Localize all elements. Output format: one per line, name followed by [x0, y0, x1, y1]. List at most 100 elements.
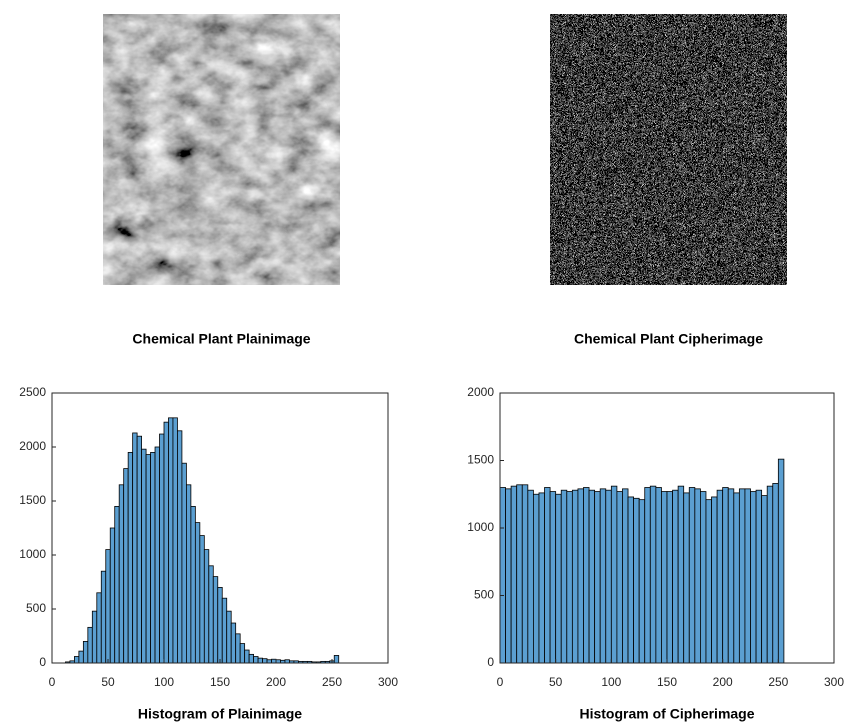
bar [235, 633, 241, 664]
x-tick-label: 200 [713, 675, 733, 689]
bar [638, 499, 646, 664]
y-tick-label: 1000 [19, 547, 46, 561]
bar [605, 489, 612, 664]
y-tick-label: 1500 [467, 453, 494, 467]
bar [655, 487, 662, 664]
bar [694, 488, 701, 664]
bar [616, 491, 623, 664]
x-tick-label: 50 [101, 675, 115, 689]
bar [649, 485, 657, 664]
bar [78, 650, 84, 664]
bar [271, 658, 277, 664]
bar [208, 565, 214, 664]
bar [203, 549, 210, 664]
y-tick-label: 500 [26, 601, 46, 615]
bar [100, 570, 107, 664]
bar [333, 655, 340, 664]
y-tick-label: 1500 [19, 493, 46, 507]
bar [544, 487, 551, 664]
y-tick-label: 2000 [19, 439, 46, 453]
bar [627, 496, 634, 664]
bar [594, 491, 601, 664]
bar [136, 435, 142, 664]
bar [177, 430, 183, 664]
x-tick-label: 250 [768, 675, 788, 689]
bar [185, 484, 192, 664]
bar [588, 489, 596, 664]
bar [118, 484, 125, 664]
bar [217, 587, 223, 664]
y-tick-label: 2000 [467, 385, 494, 399]
y-tick-label: 1000 [467, 520, 494, 534]
bar [505, 488, 512, 664]
bar [521, 484, 529, 664]
bar [755, 489, 763, 664]
bar [622, 488, 629, 664]
bar [750, 491, 757, 664]
bar [190, 505, 196, 664]
bar [132, 432, 138, 664]
x-tick-label: 0 [49, 675, 56, 689]
x-tick-label: 50 [549, 675, 563, 689]
bar [661, 491, 668, 664]
bar [105, 549, 111, 664]
x-tick-label: 200 [266, 675, 286, 689]
bar [253, 656, 259, 664]
bar [716, 489, 724, 664]
bar [163, 421, 169, 664]
bar [230, 622, 237, 664]
x-tick-label: 0 [497, 675, 504, 689]
bar [533, 493, 540, 664]
bar [571, 489, 579, 664]
bar [644, 487, 651, 664]
image-title: Chemical Plant Plainimage [132, 331, 310, 347]
bar [577, 488, 584, 664]
bar [666, 491, 673, 664]
y-tick-label: 500 [474, 588, 494, 602]
bar [549, 491, 557, 664]
bar [777, 458, 785, 664]
bar [127, 451, 134, 664]
image-title: Chemical Plant Cipherimage [574, 331, 763, 347]
bar [74, 656, 80, 664]
bar [610, 485, 618, 664]
bar [688, 487, 696, 664]
bar [226, 610, 232, 664]
bar [199, 535, 205, 664]
bar [96, 592, 102, 664]
bar [499, 487, 506, 664]
bar [733, 492, 740, 664]
bar [599, 488, 607, 664]
bar [221, 597, 228, 664]
bar [91, 610, 98, 664]
image [550, 14, 787, 285]
bar [87, 626, 93, 664]
bar [633, 497, 640, 664]
bar [711, 496, 718, 664]
bar [181, 462, 187, 664]
bar [555, 493, 562, 664]
bar [705, 499, 712, 664]
x-tick-label: 300 [378, 675, 398, 689]
bar [672, 489, 679, 664]
bar [248, 653, 254, 664]
bar [772, 483, 779, 664]
bar [141, 448, 147, 664]
x-axis-label: Histogram of Cipherimage [579, 706, 754, 722]
bar [566, 491, 573, 664]
bar [159, 433, 165, 664]
bar [538, 492, 545, 664]
y-tick-label: 2500 [19, 385, 46, 399]
bar [683, 492, 690, 664]
bar [744, 488, 751, 664]
bar [257, 657, 263, 664]
x-tick-label: 100 [601, 675, 621, 689]
bar [560, 489, 568, 664]
bar [727, 488, 735, 664]
bar [583, 487, 590, 664]
bar [244, 649, 250, 664]
bar [738, 488, 746, 664]
bar [123, 468, 129, 664]
